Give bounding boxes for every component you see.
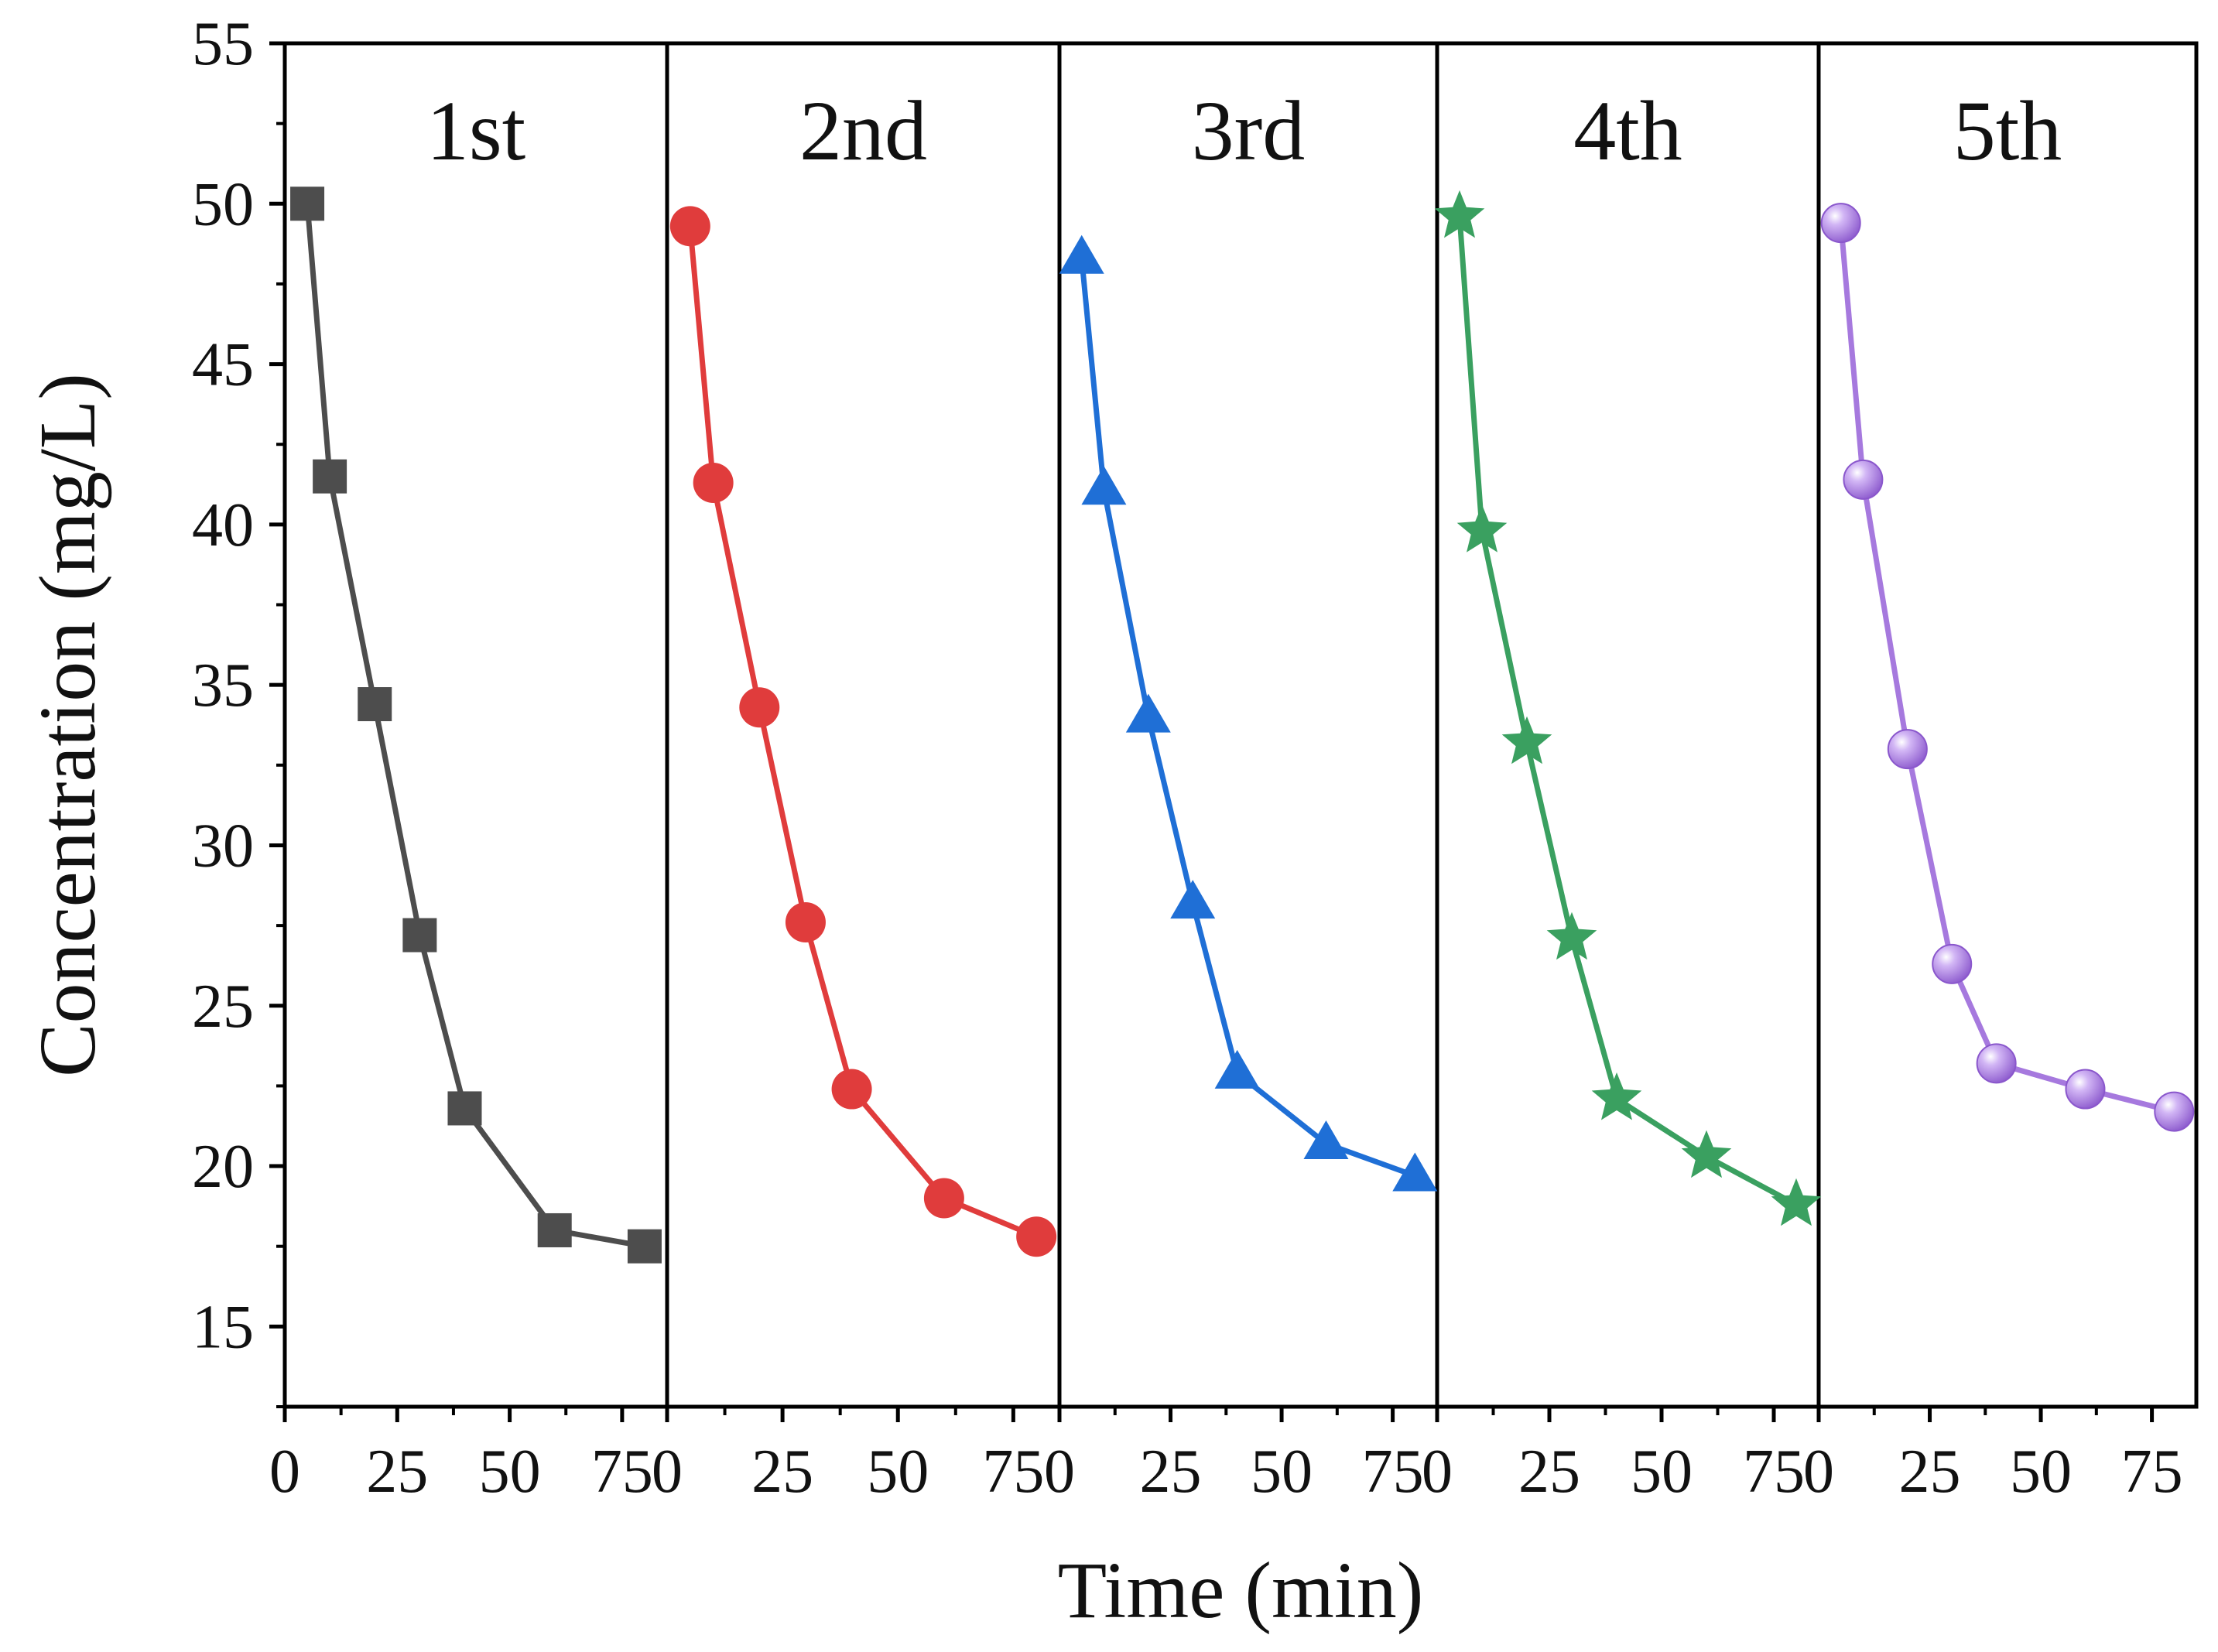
data-point bbox=[537, 1212, 572, 1247]
data-point bbox=[1976, 1043, 2017, 1084]
x-axis-title: Time (min) bbox=[1058, 1546, 1424, 1635]
data-point bbox=[831, 1069, 872, 1110]
data-point bbox=[739, 687, 780, 728]
data-point bbox=[1081, 466, 1127, 505]
data-point bbox=[290, 186, 325, 221]
y-axis-title: Concentration (mg/L) bbox=[23, 373, 112, 1077]
plot-frame bbox=[282, 41, 2199, 1409]
x-tick-label: 25 bbox=[751, 1438, 813, 1506]
data-point bbox=[1501, 716, 1552, 764]
x-tick-label: 50 bbox=[1251, 1438, 1313, 1506]
data-point bbox=[2154, 1091, 2195, 1132]
y-tick-label: 25 bbox=[192, 973, 254, 1041]
data-point bbox=[1392, 1152, 1438, 1192]
data-point bbox=[785, 901, 826, 942]
series-line bbox=[1079, 258, 1416, 1178]
data-point bbox=[1681, 1130, 1732, 1178]
x-tick-label: 25 bbox=[1899, 1438, 1961, 1506]
cycle-label: 5th bbox=[1953, 84, 2062, 178]
x-tick-label: 50 bbox=[479, 1438, 541, 1506]
data-point bbox=[1434, 190, 1485, 238]
x-tick-label: 75 bbox=[591, 1438, 653, 1506]
data-point bbox=[1214, 1049, 1260, 1089]
x-tick-label: 75 bbox=[982, 1438, 1044, 1506]
cycle-label: 4th bbox=[1573, 84, 1682, 178]
x-axis: 0 25 50 750 25 50 75 0 25 50 750 25 50 750 25 50 75 bbox=[269, 1407, 2183, 1506]
y-axis: 15 20 25 30 35 40 45 50 55 bbox=[192, 10, 285, 1408]
x-tick-label: 50 bbox=[1631, 1438, 1693, 1506]
cycle-label: 3rd bbox=[1192, 84, 1306, 178]
data-point bbox=[1820, 203, 1861, 244]
x-tick-label: 25 bbox=[366, 1438, 428, 1506]
data-point bbox=[627, 1229, 662, 1264]
x-tick-label: 75 bbox=[1743, 1438, 1805, 1506]
x-tick-label: 0 bbox=[652, 1438, 683, 1506]
data-point bbox=[1456, 504, 1508, 552]
data-point bbox=[1771, 1178, 1822, 1226]
y-tick-label: 30 bbox=[192, 812, 254, 880]
x-tick-label: 75 bbox=[2121, 1438, 2183, 1506]
data-point bbox=[1546, 912, 1597, 960]
cycle-label: 1st bbox=[426, 84, 525, 178]
series-line bbox=[1456, 216, 1798, 1207]
data-point bbox=[1887, 729, 1928, 770]
x-tick-label: 75 bbox=[1362, 1438, 1424, 1506]
data-point bbox=[1591, 1072, 1642, 1120]
data-point bbox=[1016, 1216, 1057, 1257]
y-tick-label: 50 bbox=[192, 170, 254, 238]
x-tick-label: 0 bbox=[1044, 1438, 1075, 1506]
x-tick-label: 0 bbox=[269, 1438, 300, 1506]
y-tick-label: 45 bbox=[192, 331, 254, 399]
series-3: 3rd bbox=[1059, 84, 1438, 1192]
y-tick-label: 15 bbox=[192, 1293, 254, 1361]
y-tick-label: 40 bbox=[192, 491, 254, 559]
series-1: 1st bbox=[290, 84, 662, 1264]
data-point bbox=[358, 687, 392, 722]
data-point bbox=[1170, 880, 1216, 919]
x-tick-label: 50 bbox=[867, 1438, 929, 1506]
data-point bbox=[693, 462, 734, 503]
data-point bbox=[669, 206, 710, 247]
x-tick-label: 0 bbox=[1803, 1438, 1834, 1506]
data-point bbox=[1125, 693, 1171, 733]
series-4: 4th bbox=[1434, 84, 1822, 1226]
data-point bbox=[1303, 1120, 1349, 1160]
series-2: 2nd bbox=[669, 84, 1057, 1257]
data-point bbox=[1932, 943, 1973, 984]
y-tick-label: 20 bbox=[192, 1133, 254, 1201]
cycle-label: 2nd bbox=[799, 84, 927, 178]
x-tick-label: 25 bbox=[1140, 1438, 1202, 1506]
data-point bbox=[923, 1178, 964, 1219]
series-line bbox=[304, 204, 645, 1250]
x-tick-label: 50 bbox=[2010, 1438, 2072, 1506]
x-tick-label: 25 bbox=[1518, 1438, 1580, 1506]
data-point bbox=[1843, 459, 1884, 500]
data-point bbox=[447, 1091, 482, 1126]
data-point bbox=[313, 459, 347, 494]
data-point bbox=[1059, 234, 1104, 274]
y-tick-label: 35 bbox=[192, 652, 254, 720]
data-point bbox=[402, 918, 437, 953]
y-tick-label: 55 bbox=[192, 10, 254, 78]
series-5: 5th bbox=[1820, 84, 2195, 1132]
data-point bbox=[2065, 1069, 2106, 1110]
x-tick-label: 0 bbox=[1422, 1438, 1453, 1506]
series-line bbox=[1838, 222, 2175, 1114]
